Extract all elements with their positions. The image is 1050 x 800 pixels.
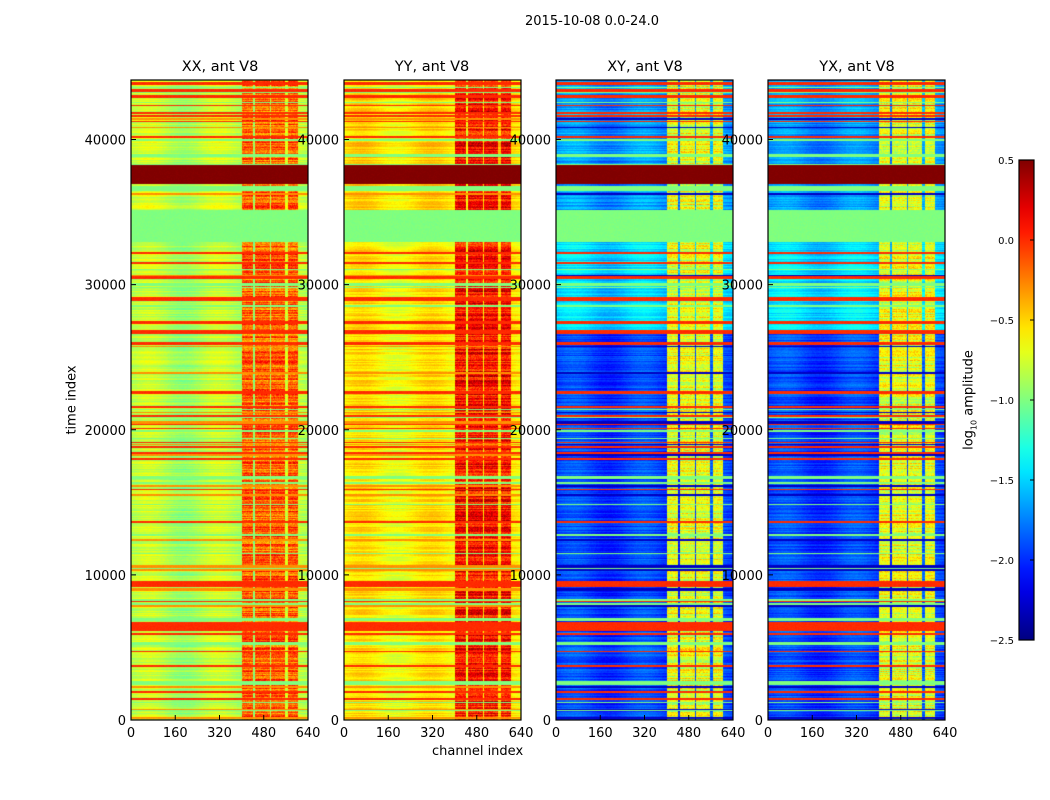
panel-title-yy: YY, ant V8 (394, 59, 470, 75)
y-tick-label: 40000 (85, 134, 126, 149)
x-tick-label: 640 (721, 726, 746, 741)
y-tick-label: 10000 (85, 569, 126, 584)
y-tick-label: 20000 (85, 424, 126, 439)
x-tick-label: 160 (800, 726, 825, 741)
colorbar-tick-label: −2.0 (990, 556, 1014, 567)
y-tick-label: 40000 (510, 134, 551, 149)
x-tick-label: 480 (251, 726, 276, 741)
figure-title: 2015-10-08 0.0-24.0 (525, 14, 659, 29)
y-tick-label: 10000 (298, 569, 339, 584)
x-axis-label: channel index (432, 744, 524, 759)
y-tick-label: 30000 (510, 279, 551, 294)
x-tick-label: 0 (340, 726, 348, 741)
x-tick-label: 0 (764, 726, 772, 741)
y-tick-label: 30000 (298, 279, 339, 294)
x-tick-label: 480 (888, 726, 913, 741)
x-tick-label: 0 (127, 726, 135, 741)
y-tick-label: 0 (118, 714, 126, 729)
heatmap-xx (131, 80, 308, 720)
x-tick-label: 160 (376, 726, 401, 741)
colorbar-tick-label: −0.5 (990, 316, 1014, 327)
panel-frame (130, 79, 309, 721)
colorbar-tick-label: −1.0 (990, 396, 1014, 407)
x-tick-label: 640 (509, 726, 534, 741)
panel-title-xy: XY, ant V8 (607, 59, 683, 75)
heatmap-yy (344, 80, 521, 720)
y-tick-label: 10000 (722, 569, 763, 584)
x-tick-label: 320 (632, 726, 657, 741)
y-tick-label: 40000 (298, 134, 339, 149)
y-tick-label: 30000 (722, 279, 763, 294)
panel-title-yx: YX, ant V8 (819, 59, 895, 75)
x-tick-label: 160 (163, 726, 188, 741)
y-tick-label: 20000 (722, 424, 763, 439)
x-tick-label: 0 (552, 726, 560, 741)
y-tick-label: 0 (331, 714, 339, 729)
heatmap-xy (556, 80, 733, 720)
colorbar-tick-label: −1.5 (990, 476, 1014, 487)
panel-frame (767, 79, 946, 721)
y-tick-label: 40000 (722, 134, 763, 149)
colorbar-tick-label: 0.5 (998, 156, 1014, 167)
y-tick-label: 0 (543, 714, 551, 729)
y-tick-label: 0 (755, 714, 763, 729)
x-tick-label: 320 (207, 726, 232, 741)
x-tick-label: 480 (464, 726, 489, 741)
panel-frame (343, 79, 522, 721)
heatmap-yx (768, 80, 945, 720)
y-tick-label: 30000 (85, 279, 126, 294)
x-tick-label: 160 (588, 726, 613, 741)
x-tick-label: 640 (933, 726, 958, 741)
x-tick-label: 320 (844, 726, 869, 741)
y-tick-label: 10000 (510, 569, 551, 584)
y-tick-label: 20000 (298, 424, 339, 439)
x-tick-label: 640 (296, 726, 321, 741)
y-tick-label: 20000 (510, 424, 551, 439)
colorbar-tick-label: −2.5 (990, 636, 1014, 647)
colorbar-tick-label: 0.0 (998, 236, 1014, 247)
panel-frame (555, 79, 734, 721)
x-tick-label: 320 (420, 726, 445, 741)
x-tick-label: 480 (676, 726, 701, 741)
panel-title-xx: XX, ant V8 (181, 59, 259, 75)
